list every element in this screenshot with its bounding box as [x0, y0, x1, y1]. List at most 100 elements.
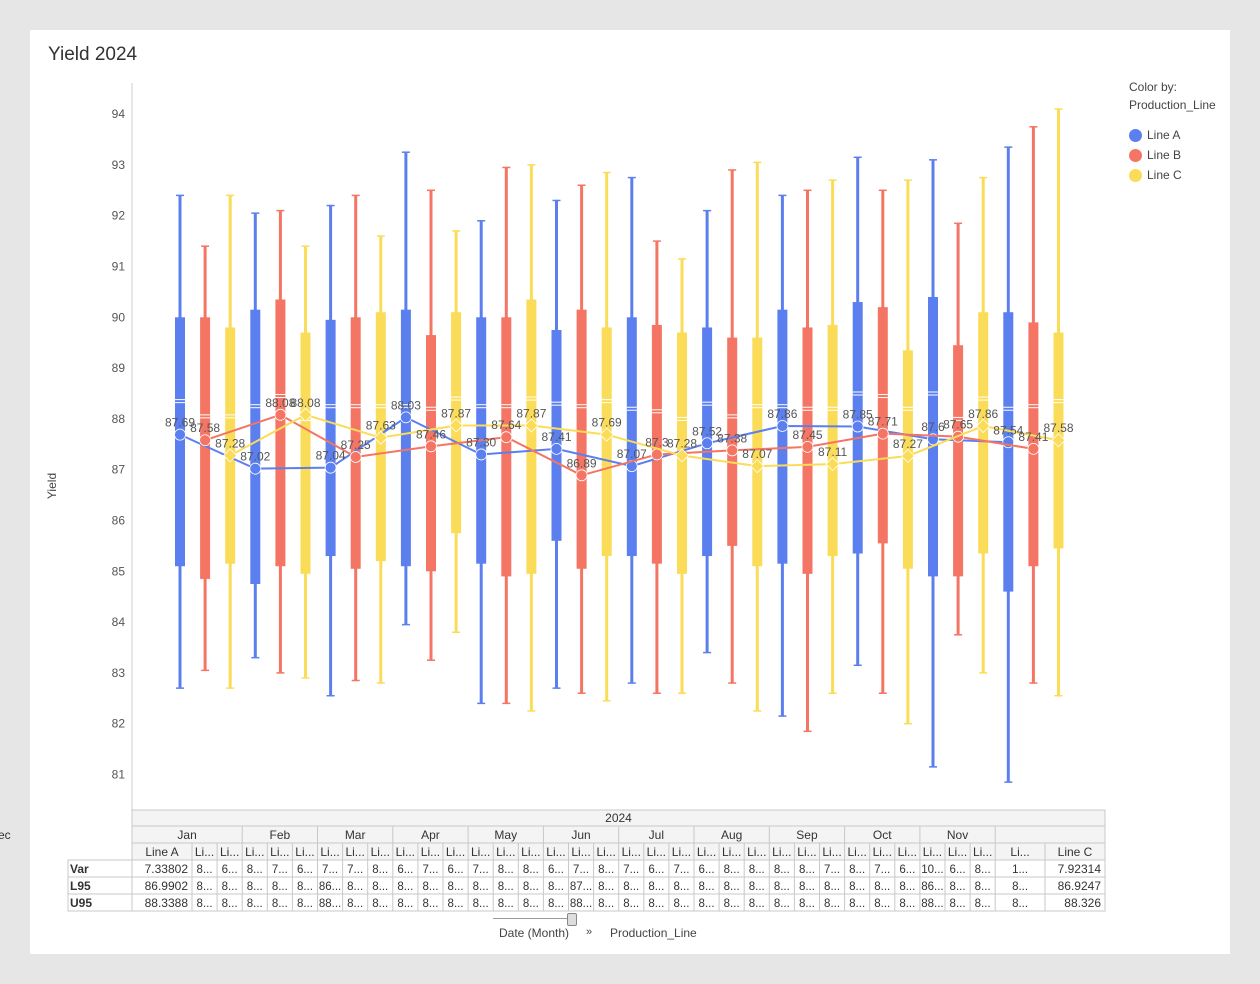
- box-line-a-feb: [250, 212, 261, 659]
- box-line-b-sep: [802, 189, 813, 733]
- box-line-a-dec: [1003, 146, 1014, 783]
- box-line-b-feb: [275, 209, 286, 674]
- legend-item-line-a[interactable]: Line A: [1129, 125, 1216, 145]
- iqr-box: [576, 309, 587, 569]
- mean-marker: [550, 442, 563, 455]
- table-cell: 8...: [422, 898, 438, 910]
- table-cell: 8...: [874, 898, 890, 910]
- legend: Color by: Production_Line Line A Line B …: [1129, 80, 1216, 185]
- table-cell: 6...: [297, 864, 313, 876]
- table-cell: 6...: [397, 864, 413, 876]
- table-cell: 6...: [548, 864, 564, 876]
- y-tick-label: 92: [112, 209, 126, 223]
- iqr-box: [300, 332, 311, 574]
- table-line-header: Li...: [471, 845, 490, 859]
- y-axis-label: Yield: [45, 473, 59, 499]
- legend-item-line-b[interactable]: Line B: [1129, 145, 1216, 165]
- mean-marker: [425, 440, 437, 453]
- mean-data-label: 87.27: [893, 437, 923, 451]
- mean-data-label: 87.41: [1018, 430, 1048, 444]
- table-cell: 8...: [372, 864, 388, 876]
- axis-slider-handle[interactable]: [567, 913, 577, 926]
- iqr-box: [501, 317, 512, 577]
- legend-item-line-c[interactable]: Line C: [1129, 165, 1216, 185]
- table-cell: 8...: [749, 898, 765, 910]
- table-cell: 6...: [950, 864, 966, 876]
- table-line-header: Li...: [496, 845, 515, 859]
- table-cell: 8...: [1012, 898, 1028, 910]
- x-axis-selector-date[interactable]: Date (Month): [499, 926, 570, 940]
- box-line-c-may: [526, 164, 537, 712]
- mean-data-label: 87.87: [516, 407, 546, 421]
- table-month-header: Jun: [571, 828, 590, 842]
- x-axis-selector-line[interactable]: Production_Line: [610, 926, 697, 940]
- table-line-header: Li...: [245, 845, 264, 859]
- table-cell: 8...: [347, 881, 363, 893]
- table-month-header: Aug: [721, 828, 742, 842]
- table-cell: 8...: [824, 881, 840, 893]
- table-line-header: Li...: [396, 845, 415, 859]
- legend-title: Color by:: [1129, 80, 1178, 94]
- mean-marker: [298, 407, 313, 422]
- table-cell: 87...: [570, 881, 592, 893]
- table-cell: 8...: [724, 864, 740, 876]
- legend-label-line-a: Line A: [1147, 128, 1181, 142]
- table-cell: 8...: [222, 898, 238, 910]
- mean-data-label: 87.07: [742, 447, 772, 461]
- box-line-c-dec: [1053, 108, 1064, 697]
- table-cell: 8...: [874, 881, 890, 893]
- table-cell: 8...: [347, 898, 363, 910]
- table-cell: 7...: [347, 864, 363, 876]
- table-cell: 8...: [498, 898, 514, 910]
- table-cell: 8...: [799, 864, 815, 876]
- mean-marker: [674, 448, 690, 463]
- mean-data-label: 87.38: [717, 431, 747, 445]
- mean-marker: [524, 418, 539, 433]
- box-line-c-sep: [827, 179, 838, 694]
- table-cell: 86...: [921, 881, 943, 893]
- table-line-header: Li...: [797, 845, 816, 859]
- mean-marker: [449, 418, 464, 433]
- legend-field-selector[interactable]: Production_Line: [1129, 98, 1216, 112]
- mean-marker: [399, 411, 412, 424]
- table-cell: 8...: [950, 898, 966, 910]
- x-axis-separator: »: [586, 926, 593, 938]
- table-line-header: Li...: [521, 845, 540, 859]
- mean-data-label: 87.28: [215, 436, 245, 450]
- table-cell: 8...: [222, 881, 238, 893]
- table-row-header: U95: [70, 896, 92, 910]
- legend-swatch-line-c: [1129, 168, 1142, 182]
- table-cell: 8...: [673, 898, 689, 910]
- table-cell: 10...: [921, 864, 943, 876]
- table-body-border: [67, 859, 1106, 912]
- table-line-header: Li...: [195, 845, 214, 859]
- mean-data-label: 87.30: [466, 435, 496, 449]
- iqr-box: [350, 317, 361, 569]
- mean-data-label: 87.07: [617, 447, 647, 461]
- table-month-header: Jan: [177, 828, 196, 842]
- mean-marker: [776, 420, 789, 432]
- table-cell: 8...: [473, 898, 489, 910]
- mean-marker: [274, 408, 287, 421]
- y-tick-label: 93: [112, 158, 126, 172]
- mean-data-label: 87.58: [190, 421, 220, 435]
- table-cell: 8...: [799, 881, 815, 893]
- mean-data-label: 87.52: [692, 424, 722, 438]
- table-cell: 8...: [448, 881, 464, 893]
- y-tick-label: 94: [112, 107, 126, 121]
- table-cell: 8...: [799, 898, 815, 910]
- table-cell: 8...: [548, 898, 564, 910]
- table-cell: 1...: [1012, 864, 1028, 876]
- box-line-c-jul: [677, 258, 687, 694]
- table-cell: 8...: [899, 881, 915, 893]
- iqr-box: [1003, 312, 1014, 592]
- mean-data-label: 87.04: [316, 449, 346, 463]
- mean-marker: [1051, 433, 1066, 448]
- box-line-b-aug: [727, 169, 738, 684]
- mean-data-label: 87.69: [592, 416, 622, 430]
- table-cell: 8...: [372, 898, 388, 910]
- mean-marker: [223, 448, 238, 463]
- table-cell: 8...: [699, 898, 715, 910]
- table-line-header: Li...: [747, 845, 766, 859]
